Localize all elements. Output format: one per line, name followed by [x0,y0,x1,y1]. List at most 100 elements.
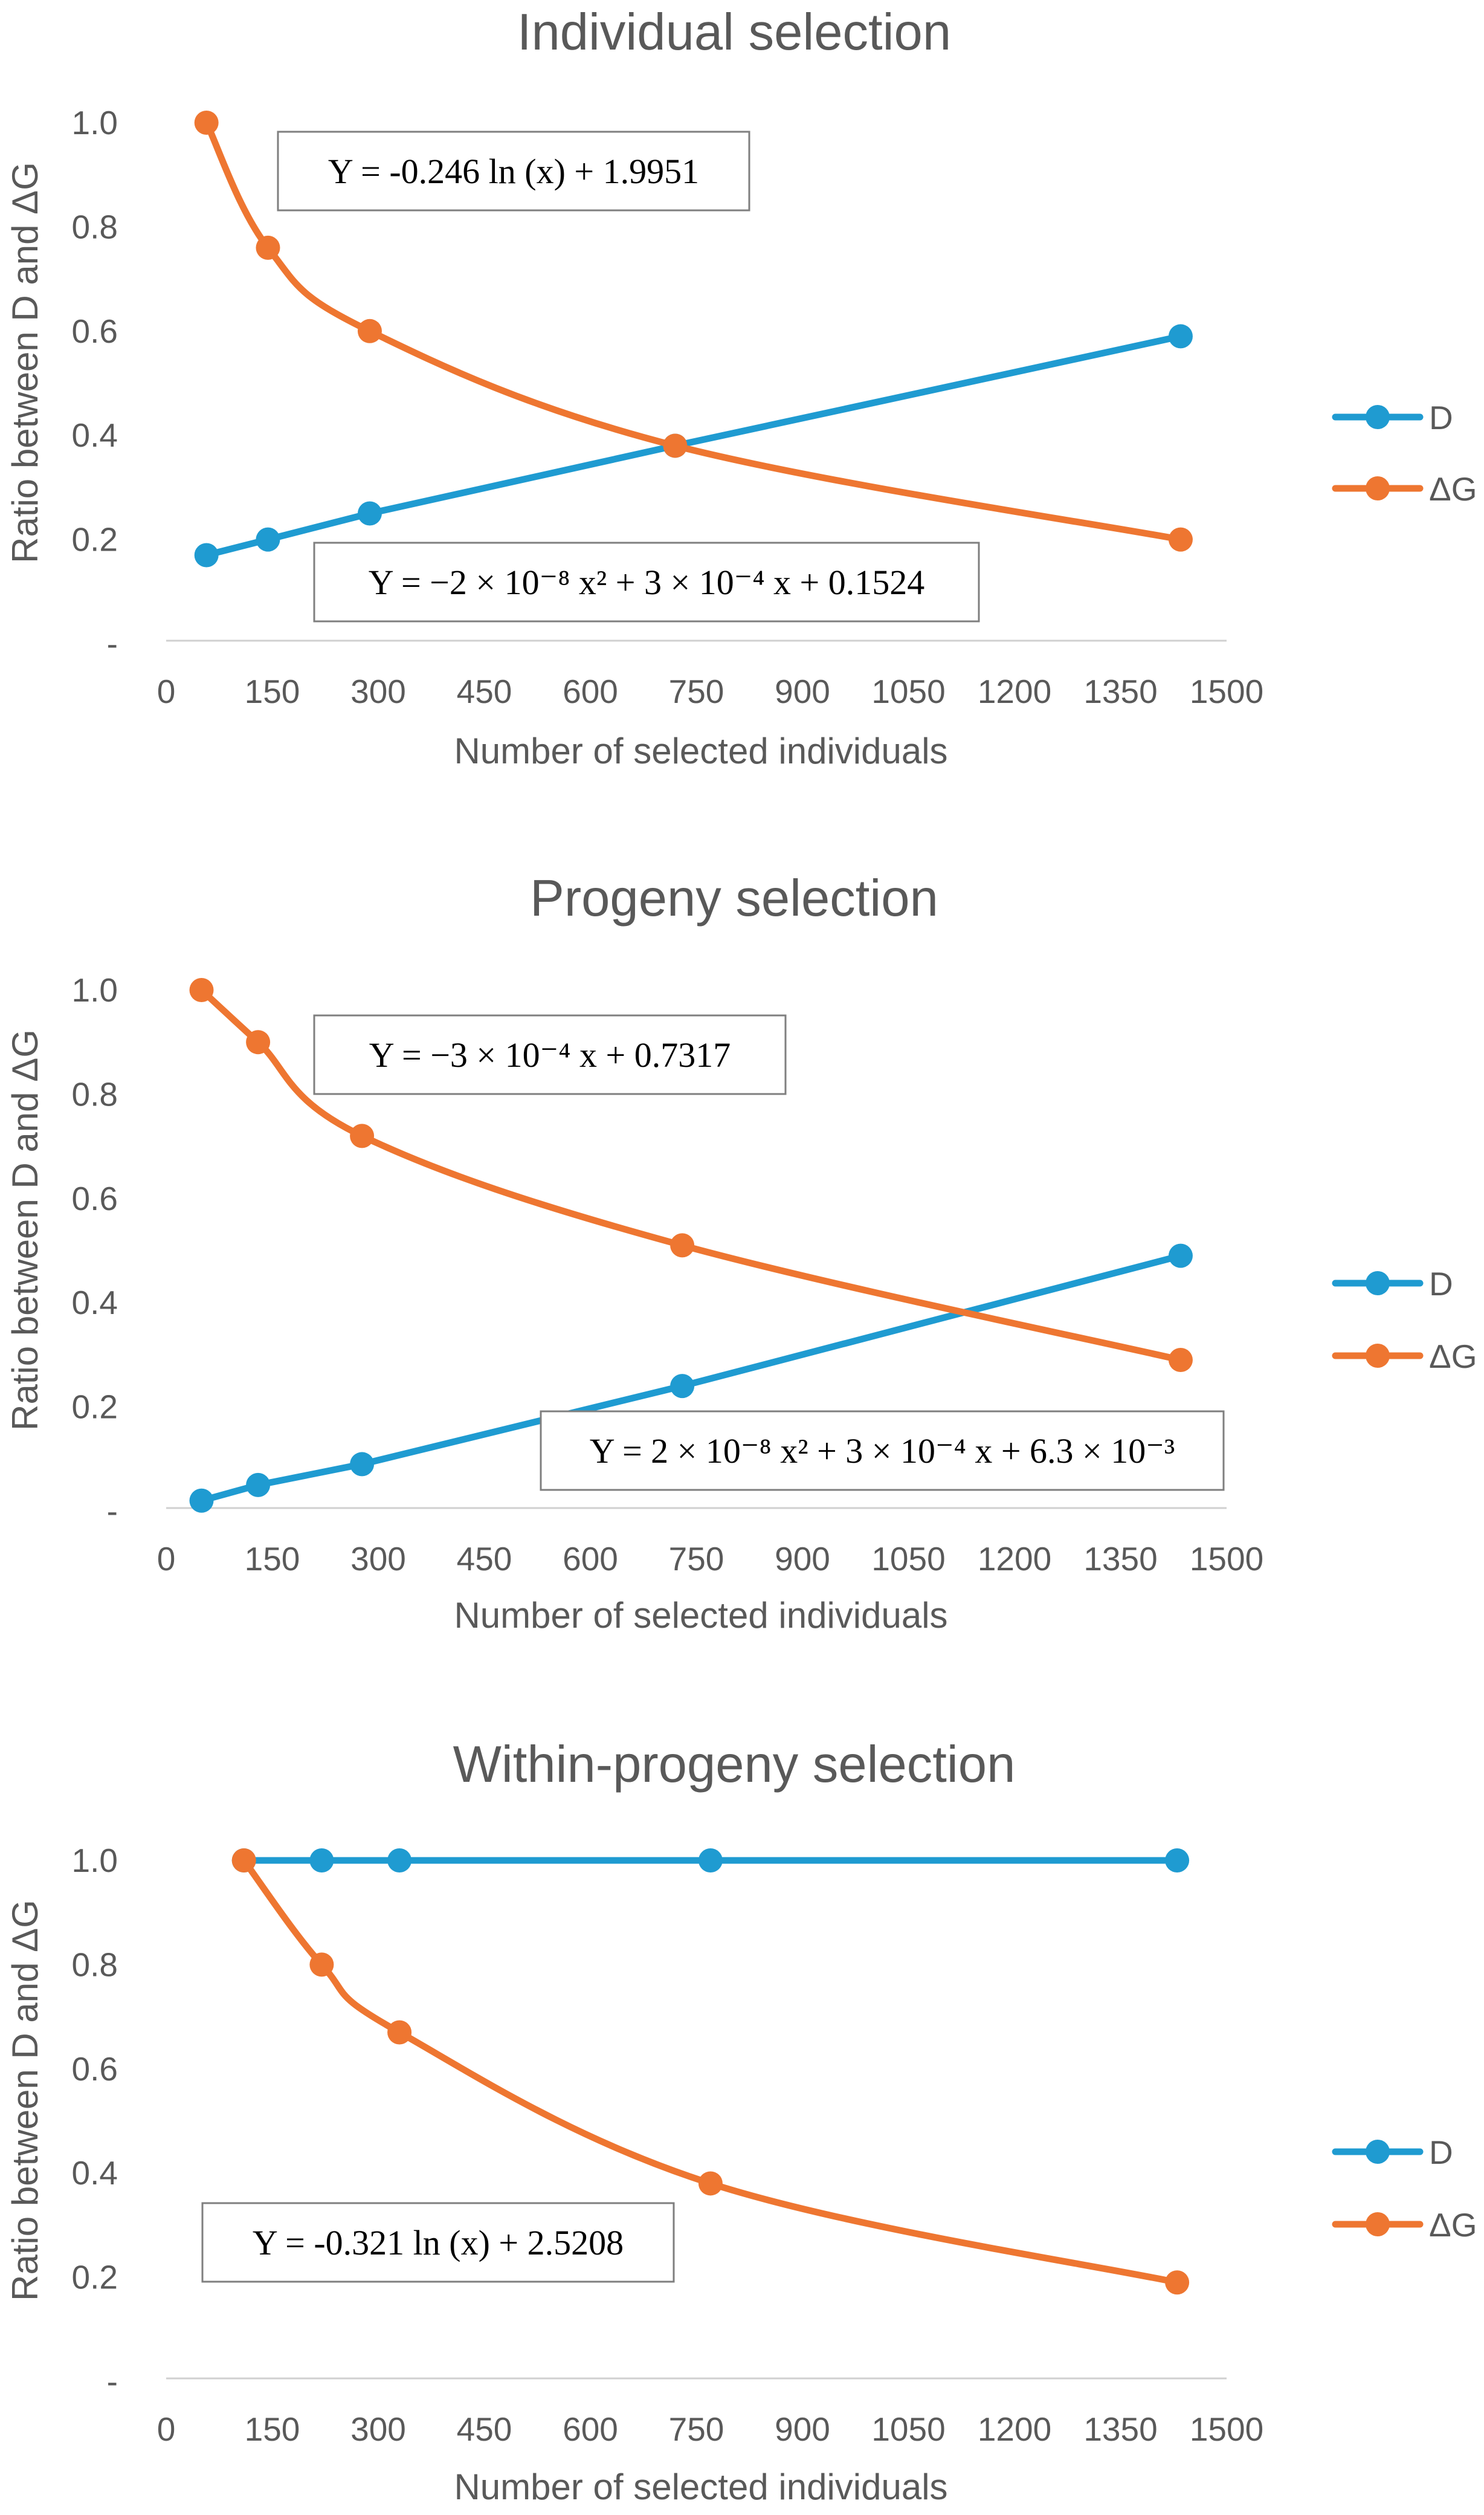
equation-text: Y = -0.321 ln (x) + 2.5208 [253,2223,624,2262]
legend-item-delta-g: ΔG [1332,2206,1477,2244]
legend-item-d: D [1332,2134,1453,2171]
series-points [189,978,1193,1513]
y-tick-label: 0.4 [72,2154,118,2192]
legend-label: D [1429,2134,1453,2171]
y-tick-labels: - 0.2 0.4 0.6 0.8 1.0 [72,971,118,1530]
chart-title: Individual selection [517,4,951,61]
chart-title: Progeny selection [530,870,938,927]
x-tick-label: 900 [775,2410,830,2448]
legend-marker [1366,405,1390,429]
equation-box: Y = −3 × 10⁻⁴ x + 0.7317 [313,1014,787,1095]
y-tick-label: 0.8 [72,208,118,245]
y-tick-label: 0.6 [72,2050,118,2088]
legend-item-d: D [1332,399,1453,436]
equation-box: Y = -0.246 ln (x) + 1.9951 [277,131,750,212]
y-tick-label: 0.2 [72,1388,118,1426]
data-point-delta-g [350,1124,375,1148]
x-tick-label: 1500 [1190,673,1263,710]
legend-item-d: D [1332,1265,1453,1303]
data-point-delta-g [1168,1348,1193,1373]
y-tick-labels: - 0.2 0.4 0.6 0.8 1.0 [72,104,118,662]
x-tick-label: 0 [157,1540,176,1578]
data-point-d [309,1848,334,1872]
y-tick-label: 1.0 [72,971,118,1009]
x-tick-label: 1500 [1190,2410,1263,2448]
x-axis-label: Number of selected individuals [454,731,947,771]
x-tick-label: 1200 [978,673,1051,710]
data-point-delta-g [670,1233,695,1258]
equation-text: Y = -0.246 ln (x) + 1.9951 [328,152,699,191]
x-tick-label: 750 [669,2410,724,2448]
data-point-d [256,527,280,552]
x-tick-label: 450 [457,673,512,710]
x-axis-label: Number of selected individuals [454,1595,947,1636]
x-tick-label: 900 [775,673,830,710]
legend-marker [1366,2212,1390,2236]
data-point-d [350,1452,375,1477]
y-tick-label: 0.2 [72,2259,118,2296]
data-point-d [246,1472,271,1497]
data-point-delta-g [246,1030,271,1055]
legend-marker [1366,2140,1390,2164]
y-tick-label: - [107,625,118,662]
data-point-delta-g [357,319,382,343]
equation-box: Y = −2 × 10⁻⁸ x² + 3 × 10⁻⁴ x + 0.1524 [313,542,980,623]
data-point-delta-g [1165,2270,1190,2295]
legend-item-delta-g: ΔG [1332,1338,1477,1375]
legend-label: D [1429,1265,1453,1303]
x-tick-label: 450 [457,1540,512,1578]
legend-marker [1366,1271,1390,1295]
y-axis-label: Ratio between D and ΔG [5,1900,45,2301]
equation-text: Y = 2 × 10⁻⁸ x² + 3 × 10⁻⁴ x + 6.3 × 10⁻… [590,1431,1175,1471]
y-tick-label: - [107,2363,118,2400]
x-tick-label: 1350 [1083,2410,1157,2448]
data-point-delta-g [256,235,280,260]
x-tick-label: 600 [563,1540,618,1578]
x-axis-label: Number of selected individuals [454,2467,947,2507]
x-tick-label: 600 [563,673,618,710]
data-point-d [1165,1848,1190,1872]
data-point-d [189,1488,214,1513]
data-point-delta-g [663,433,688,458]
legend-marker [1366,476,1390,500]
x-tick-label: 1200 [978,2410,1051,2448]
data-point-d [1168,324,1193,349]
x-tick-labels: 0 150 300 450 600 750 900 1050 1200 1350 1500 [157,2410,1263,2448]
data-point-delta-g [1168,527,1193,552]
x-tick-labels: 0 150 300 450 600 750 900 1050 1200 1350 1500 [157,673,1263,710]
x-tick-label: 150 [245,1540,300,1578]
y-tick-label: 0.8 [72,1946,118,1983]
y-tick-label: 0.6 [72,312,118,350]
data-point-delta-g [698,2171,723,2196]
series-points [231,1848,1190,2295]
y-tick-labels: - 0.2 0.4 0.6 0.8 1.0 [72,1842,118,2400]
x-tick-label: 1200 [978,1540,1051,1578]
x-tick-label: 300 [350,673,406,710]
legend-label: D [1429,399,1453,436]
x-tick-label: 0 [157,673,176,710]
y-tick-label: - [107,1492,118,1530]
data-point-d [387,1848,412,1872]
y-tick-label: 0.2 [72,521,118,558]
x-tick-label: 450 [457,2410,512,2448]
legend-marker [1366,1344,1390,1368]
y-tick-label: 0.6 [72,1180,118,1217]
x-tick-label: 600 [563,2410,618,2448]
x-tick-label: 0 [157,2410,176,2448]
equation-text: Y = −3 × 10⁻⁴ x + 0.7317 [369,1035,731,1075]
data-point-delta-g [387,2020,412,2045]
legend-label: ΔG [1429,2206,1477,2244]
data-point-d [670,1374,695,1399]
x-tick-label: 150 [245,2410,300,2448]
chart-panel-within-progeny-selection: Within-progeny selection Ratio between D… [5,1736,1477,2507]
equation-box: Y = 2 × 10⁻⁸ x² + 3 × 10⁻⁴ x + 6.3 × 10⁻… [540,1410,1225,1491]
x-tick-labels: 0 150 300 450 600 750 900 1050 1200 1350 1500 [157,1540,1263,1578]
equation-text: Y = −2 × 10⁻⁸ x² + 3 × 10⁻⁴ x + 0.1524 [369,563,925,602]
chart-panel-progeny-selection: Progeny selection Ratio between D and ΔG… [5,870,1477,1636]
y-axis-label: Ratio between D and ΔG [5,1029,45,1431]
data-point-delta-g [194,111,219,135]
y-tick-label: 0.4 [72,416,118,454]
x-tick-label: 750 [669,1540,724,1578]
y-tick-label: 0.8 [72,1075,118,1113]
